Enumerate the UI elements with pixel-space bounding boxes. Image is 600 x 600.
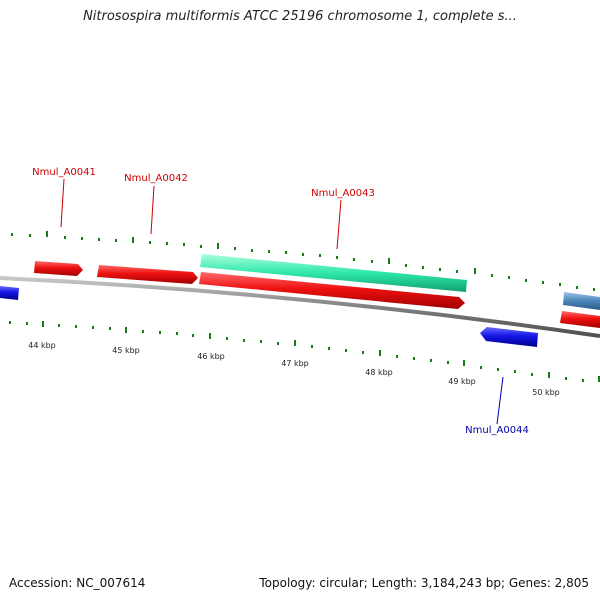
tick-label: 50 kbp bbox=[532, 388, 560, 397]
tick-label: 48 kbp bbox=[365, 368, 393, 377]
gene-arrow-left-edge[interactable] bbox=[0, 286, 19, 300]
leader-line-nmul-a0041 bbox=[60, 178, 65, 228]
tick-label: 45 kbp bbox=[112, 346, 140, 355]
gene-label-nmul-a0041[interactable]: Nmul_A0041 bbox=[32, 167, 96, 178]
tick-label: 46 kbp bbox=[197, 352, 225, 361]
tick-label: 44 kbp bbox=[28, 341, 56, 350]
accession-text: Accession: NC_007614 bbox=[9, 576, 146, 590]
outer-tick-track bbox=[11, 231, 595, 291]
tick-label: 47 kbp bbox=[281, 359, 309, 368]
gene-label-nmul-a0044[interactable]: Nmul_A0044 bbox=[465, 425, 529, 436]
gene-arrow-right-edge[interactable] bbox=[560, 311, 600, 328]
map-title: Nitrosospira multiformis ATCC 25196 chro… bbox=[83, 9, 517, 24]
tick-label: 49 kbp bbox=[448, 377, 476, 386]
leader-line-nmul-a0044 bbox=[496, 376, 504, 425]
feature-bar-teal[interactable] bbox=[200, 254, 467, 292]
kbp-axis-labels: 44 kbp 45 kbp 46 kbp 47 kbp 48 kbp 49 kb… bbox=[28, 341, 560, 397]
gene-arrow-nmul-a0041[interactable] bbox=[34, 261, 83, 276]
gene-arrow-nmul-a0042[interactable] bbox=[97, 265, 198, 284]
gene-label-nmul-a0043[interactable]: Nmul_A0043 bbox=[311, 188, 375, 199]
gene-arrow-nmul-a0043[interactable] bbox=[199, 272, 465, 309]
chromosome-backbone bbox=[0, 276, 600, 338]
leader-line-nmul-a0043 bbox=[336, 199, 342, 250]
inner-tick-track bbox=[9, 321, 600, 382]
genome-summary-text: Topology: circular; Length: 3,184,243 bp… bbox=[259, 576, 589, 590]
gene-label-nmul-a0042[interactable]: Nmul_A0042 bbox=[124, 173, 188, 184]
feature-bar-steel[interactable] bbox=[563, 292, 600, 310]
gene-arrow-nmul-a0044[interactable] bbox=[480, 327, 538, 347]
leader-line-nmul-a0042 bbox=[150, 185, 155, 235]
